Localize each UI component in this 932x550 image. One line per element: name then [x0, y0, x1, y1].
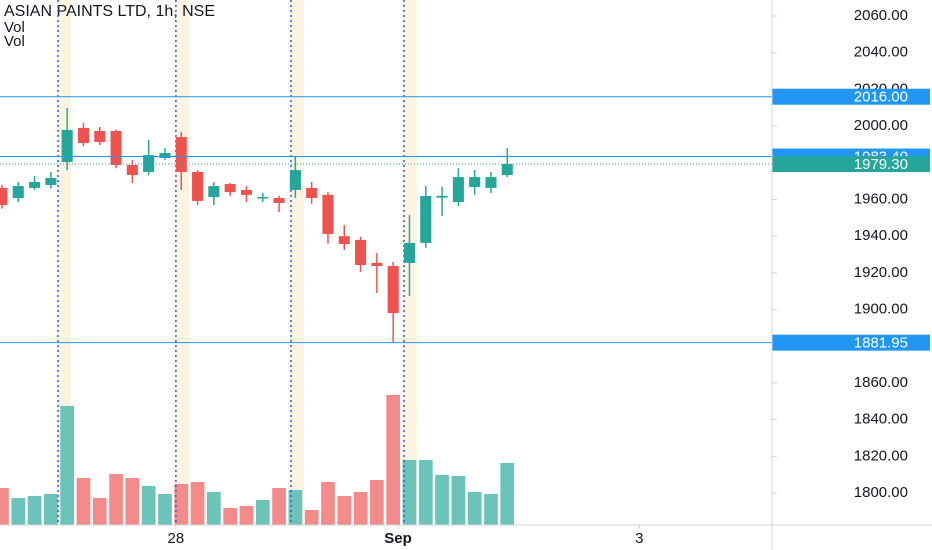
volume-bar: [321, 482, 335, 525]
y-tick-label: 1900.00: [854, 301, 908, 318]
volume-bar: [484, 494, 498, 525]
candle-body: [12, 186, 24, 198]
candle-body: [257, 197, 269, 199]
volume-bar: [451, 476, 466, 525]
volume-bar: [386, 395, 401, 525]
y-tick-label: 2040.00: [854, 44, 908, 61]
volume-bar: [272, 488, 286, 525]
x-tick-label: 28: [168, 530, 185, 547]
volume-bar: [60, 406, 75, 525]
candle-body: [224, 184, 236, 193]
candle-body: [403, 242, 416, 263]
candle-body: [208, 186, 220, 198]
candle-body: [61, 129, 73, 163]
candle-body: [45, 177, 57, 185]
volume-bar: [0, 488, 9, 525]
candle-body: [355, 240, 367, 265]
volume-bar: [174, 484, 189, 525]
price-label-box: [772, 88, 930, 105]
volume-bar: [125, 478, 140, 525]
indicator-label: Vol: [4, 33, 25, 50]
candle-body: [159, 153, 171, 158]
candle-body: [306, 187, 318, 198]
volume-bar: [418, 460, 433, 525]
volume-bar: [11, 498, 26, 525]
volume-bar: [158, 494, 172, 525]
candle-body: [485, 177, 497, 188]
indicator-label: Vol: [4, 19, 25, 36]
volume-bar: [467, 492, 482, 525]
candle-body: [94, 131, 106, 143]
volume-bar: [500, 463, 515, 525]
candle-body: [77, 127, 90, 143]
volume-bar: [76, 478, 91, 525]
candle-body: [338, 236, 350, 245]
volume-bar: [353, 492, 368, 525]
candle-body: [240, 189, 253, 195]
price-label-box: [772, 334, 930, 351]
candle-body: [322, 194, 334, 234]
y-tick-label: 2000.00: [854, 117, 908, 134]
volume-bar: [92, 498, 107, 525]
candle-body: [143, 155, 155, 172]
y-tick-label: 1940.00: [854, 227, 908, 244]
volume-bar: [255, 500, 270, 525]
volume-bar: [239, 506, 254, 525]
volume-bar: [370, 480, 384, 525]
volume-bar: [402, 460, 417, 525]
volume-bar: [223, 508, 238, 525]
chart-title: ASIAN PAINTS LTD, 1h, NSE: [4, 3, 215, 20]
volume-bar: [435, 475, 449, 525]
session-band: [290, 0, 304, 525]
y-tick-label: 1820.00: [854, 447, 908, 464]
candle-body: [29, 182, 41, 188]
volume-bar: [27, 496, 42, 525]
x-tick-label: 3: [635, 530, 643, 547]
candle-body: [192, 171, 204, 201]
candle-body: [126, 164, 138, 176]
candle-body: [436, 195, 448, 198]
volume-bar: [44, 494, 58, 525]
y-tick-label: 1960.00: [854, 190, 908, 207]
price-label: 1881.95: [854, 335, 908, 352]
candle-body: [289, 170, 301, 190]
candle-body: [387, 266, 399, 314]
candle-body: [371, 262, 383, 267]
volume-bar: [109, 474, 123, 525]
candle-body: [501, 164, 513, 176]
volume-bar: [304, 510, 319, 525]
candle-body: [420, 195, 432, 243]
x-tick-label: Sep: [384, 530, 412, 547]
price-label: 1979.30: [854, 156, 908, 173]
candle-body: [469, 177, 481, 187]
y-tick-label: 1920.00: [854, 264, 908, 281]
candle-body: [175, 137, 187, 172]
volume-bar: [337, 496, 352, 525]
y-tick-label: 1800.00: [854, 484, 908, 501]
price-label: 2016.00: [854, 89, 908, 106]
candle-body: [110, 131, 122, 165]
volume-bar: [288, 490, 303, 525]
volume-bar: [207, 492, 221, 525]
volume-layer: [0, 395, 515, 525]
y-tick-label: 1840.00: [854, 411, 908, 428]
candle-body: [273, 197, 285, 203]
volume-bar: [141, 486, 156, 525]
y-tick-label: 2060.00: [854, 7, 908, 24]
y-tick-label: 1860.00: [854, 374, 908, 391]
candle-body: [452, 177, 464, 203]
price-label-box: [772, 156, 930, 173]
candle-body: [0, 187, 8, 205]
volume-bar: [190, 482, 205, 525]
session-band: [175, 0, 189, 525]
